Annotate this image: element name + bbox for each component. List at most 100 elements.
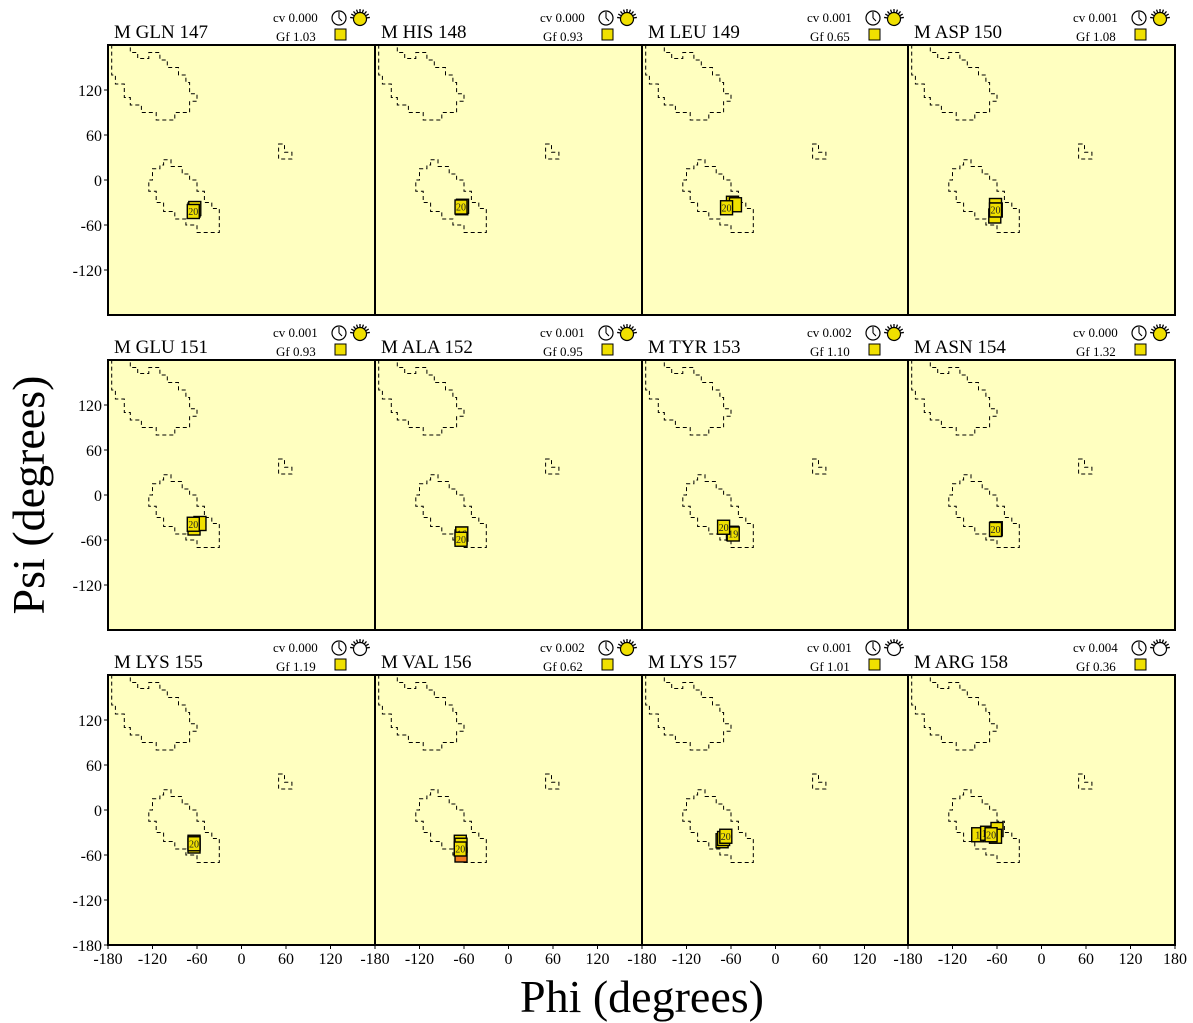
sun-rays-icon [617,9,637,19]
sun-rays-icon [350,324,370,334]
panel-title: M GLU 151 [114,337,208,358]
sun-icon [1152,11,1168,27]
gf-square-icon [868,28,881,41]
sun-icon [352,11,368,27]
sun-icon [1152,641,1168,657]
gf-value: Gf 0.95 [543,344,583,359]
plot-panel: M HIS 148 cv 0.000 Gf 0.93 20 [374,9,643,316]
panel-frame [107,674,376,946]
panel-frame [374,359,643,631]
x-tick-label: 60 [812,951,828,968]
data-point [186,203,200,220]
x-tick-label: 120 [853,951,877,968]
x-tick-label: -180 [360,951,389,968]
data-point-label: 20 [189,839,199,850]
x-tick-label: -120 [672,951,701,968]
gf-value: Gf 0.93 [276,344,316,359]
x-tick-label: -180 [893,951,922,968]
clock-hands-icon [1138,12,1143,22]
clock-hands-icon [338,327,343,337]
y-tick-label: -120 [73,578,102,595]
x-tick-label: -60 [720,951,741,968]
x-tick-label: -180 [93,951,122,968]
panel-frame [374,44,643,316]
x-tick-label: -180 [627,951,656,968]
allowed-region-contour [812,458,827,475]
x-tick-label: 0 [505,951,513,968]
sun-icon [886,326,902,342]
x-tick-label: -120 [138,951,167,968]
clock-hands-icon [338,12,343,22]
gf-square-icon [601,658,614,671]
data-point-label: 20 [991,525,1001,536]
cv-value: cv 0.001 [807,640,852,655]
x-tick-label: 180 [1163,951,1187,968]
data-point-label: 20 [188,520,198,531]
allowed-region-contour [682,474,754,548]
clock-hands-icon [1138,642,1143,652]
data-point [984,827,998,843]
allowed-region-contour [415,474,487,548]
panel-frame [907,44,1176,316]
clock-hands-icon [605,642,610,652]
gf-value: Gf 0.93 [543,29,583,44]
plot-panel: M ASP 150 cv 0.001 Gf 1.08 20 [907,9,1176,316]
gf-value: Gf 0.62 [543,659,583,674]
data-point [453,841,467,857]
clock-hands-icon [872,642,877,652]
allowed-region-contour [148,474,220,548]
clock-hands-icon [872,12,877,22]
x-tick-label: -60 [453,951,474,968]
gf-square-icon [601,28,614,41]
panel-title: M GLN 147 [114,22,208,43]
y-tick-label: 120 [78,398,102,415]
cv-value: cv 0.002 [540,640,585,655]
y-tick-label: 120 [78,713,102,730]
clock-hands-icon [1138,327,1143,337]
gf-square-icon [334,343,347,356]
gf-value: Gf 1.10 [810,344,850,359]
panel-frame [641,359,910,631]
gf-value: Gf 1.03 [276,29,316,44]
y-tick-label: 60 [86,128,102,145]
sun-icon [619,326,635,342]
x-tick-label: 60 [545,951,561,968]
clock-hands-icon [605,12,610,22]
data-point-label: 19 [728,530,738,541]
allowed-region-contour [545,458,560,475]
panel-title: M ALA 152 [381,337,473,358]
x-tick-label: 120 [586,951,610,968]
plot-panel: M VAL 156 cv 0.002 Gf 0.62 20 -180 -120 -60 0 60… [360,639,643,968]
sun-icon [886,11,902,27]
allowed-region-contour [1078,458,1093,475]
cv-value: cv 0.001 [273,325,318,340]
gf-square-icon [334,28,347,41]
clock-hands-icon [605,327,610,337]
panel-frame [107,359,376,631]
y-tick-label: 120 [78,83,102,100]
panel-title: M LEU 149 [648,22,740,43]
allowed-region-contour [948,474,1020,548]
data-point [719,200,734,216]
sun-icon [352,641,368,657]
x-tick-label: 0 [772,951,780,968]
allowed-region-contour [948,159,1020,233]
cv-value: cv 0.000 [273,640,318,655]
panel-title: M LYS 157 [648,652,737,673]
panel-title: M ASN 154 [914,337,1006,358]
data-point-label: 20 [722,203,732,214]
sun-icon [619,641,635,657]
data-point-label: 1 [975,830,980,841]
sun-rays-icon [1150,324,1170,334]
cv-value: cv 0.000 [540,10,585,25]
y-tick-label: 60 [86,443,102,460]
gf-value: Gf 1.08 [1076,29,1116,44]
data-point [988,521,1003,538]
allowed-region-contour [148,789,220,863]
sun-rays-icon [617,324,637,334]
panel-title: M TYR 153 [648,337,741,358]
cv-value: cv 0.000 [273,10,318,25]
plot-panel: M LEU 149 cv 0.001 Gf 0.65 20 [641,9,910,316]
gf-value: Gf 0.36 [1076,659,1116,674]
